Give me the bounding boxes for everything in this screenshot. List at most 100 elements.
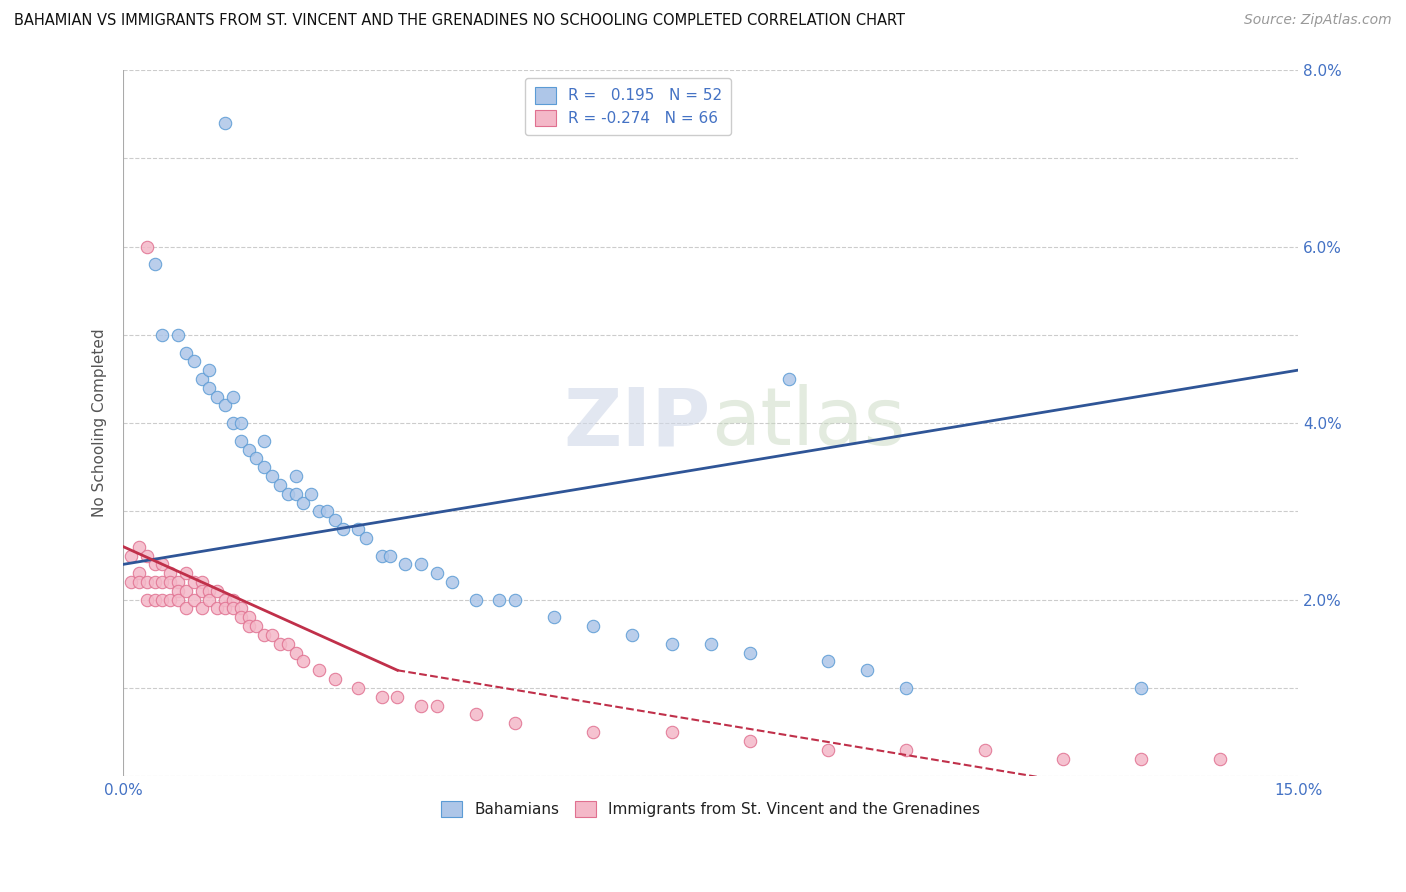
Point <box>262 469 284 483</box>
Point <box>222 390 245 404</box>
Point <box>426 566 449 581</box>
Point <box>207 601 229 615</box>
Point <box>198 583 221 598</box>
Point <box>1130 681 1153 695</box>
Point <box>817 742 839 756</box>
Point <box>245 619 267 633</box>
Point <box>222 416 245 430</box>
Point <box>214 399 236 413</box>
Point <box>308 504 330 518</box>
Point <box>738 646 761 660</box>
Point <box>543 610 565 624</box>
Point <box>229 610 252 624</box>
Point <box>120 574 142 589</box>
Point <box>222 592 245 607</box>
Point <box>190 574 212 589</box>
Point <box>464 592 486 607</box>
Point <box>582 725 605 739</box>
Point <box>661 725 683 739</box>
Point <box>214 116 236 130</box>
Point <box>299 487 322 501</box>
Point <box>277 637 299 651</box>
Point <box>167 583 190 598</box>
Point <box>229 434 252 448</box>
Point <box>207 583 229 598</box>
Point <box>135 592 157 607</box>
Point <box>174 345 197 359</box>
Point <box>817 655 839 669</box>
Point <box>238 442 260 457</box>
Point <box>378 549 401 563</box>
Point <box>183 354 205 368</box>
Point <box>152 574 174 589</box>
Point <box>896 681 918 695</box>
Point <box>183 574 205 589</box>
Point <box>277 487 299 501</box>
Point <box>347 522 370 536</box>
Point <box>409 698 432 713</box>
Point <box>198 363 221 377</box>
Point <box>128 566 150 581</box>
Legend: Bahamians, Immigrants from St. Vincent and the Grenadines: Bahamians, Immigrants from St. Vincent a… <box>433 793 988 825</box>
Point <box>409 558 432 572</box>
Text: BAHAMIAN VS IMMIGRANTS FROM ST. VINCENT AND THE GRENADINES NO SCHOOLING COMPLETE: BAHAMIAN VS IMMIGRANTS FROM ST. VINCENT … <box>14 13 905 29</box>
Point <box>174 566 197 581</box>
Point <box>1052 751 1074 765</box>
Point <box>207 390 229 404</box>
Point <box>284 469 307 483</box>
Point <box>284 487 307 501</box>
Point <box>167 574 190 589</box>
Point <box>229 416 252 430</box>
Point <box>183 592 205 607</box>
Point <box>214 592 236 607</box>
Point <box>1209 751 1232 765</box>
Text: Source: ZipAtlas.com: Source: ZipAtlas.com <box>1244 13 1392 28</box>
Point <box>135 574 157 589</box>
Point <box>269 637 291 651</box>
Point <box>143 558 166 572</box>
Point <box>135 239 157 253</box>
Text: atlas: atlas <box>710 384 905 462</box>
Point <box>323 513 346 527</box>
Point <box>621 628 644 642</box>
Point <box>190 601 212 615</box>
Point <box>738 734 761 748</box>
Point <box>856 663 879 677</box>
Point <box>371 690 394 704</box>
Point <box>387 690 409 704</box>
Point <box>253 460 276 475</box>
Point <box>394 558 416 572</box>
Point <box>120 549 142 563</box>
Point <box>661 637 683 651</box>
Point <box>229 601 252 615</box>
Point <box>699 637 721 651</box>
Point <box>198 381 221 395</box>
Point <box>262 628 284 642</box>
Point <box>582 619 605 633</box>
Point <box>308 663 330 677</box>
Y-axis label: No Schooling Completed: No Schooling Completed <box>93 329 107 517</box>
Point <box>426 698 449 713</box>
Point <box>371 549 394 563</box>
Point <box>174 601 197 615</box>
Point <box>253 434 276 448</box>
Point <box>222 601 245 615</box>
Point <box>441 574 464 589</box>
Point <box>135 549 157 563</box>
Point <box>503 592 526 607</box>
Point <box>778 372 800 386</box>
Point <box>1130 751 1153 765</box>
Point <box>323 672 346 686</box>
Point <box>159 592 181 607</box>
Point <box>198 592 221 607</box>
Point <box>152 592 174 607</box>
Point <box>167 327 190 342</box>
Point <box>143 574 166 589</box>
Point <box>159 566 181 581</box>
Point <box>354 531 377 545</box>
Point <box>347 681 370 695</box>
Point <box>896 742 918 756</box>
Point <box>143 592 166 607</box>
Point <box>332 522 354 536</box>
Point <box>292 495 315 509</box>
